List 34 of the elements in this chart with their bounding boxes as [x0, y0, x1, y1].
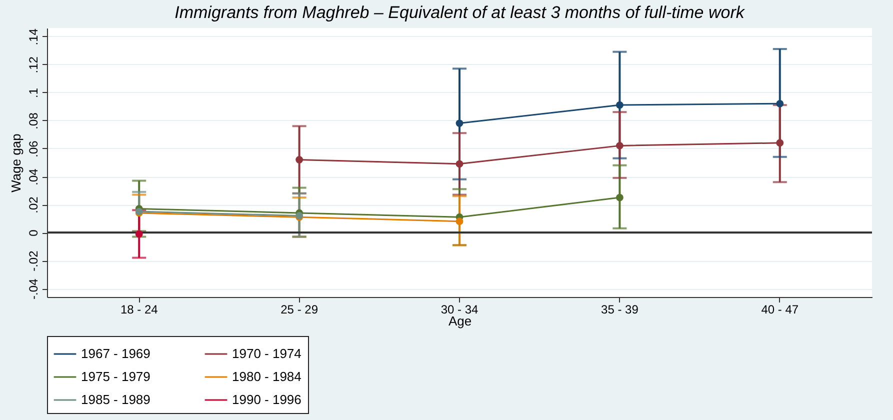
- point: [616, 101, 624, 109]
- legend-label: 1985 - 1989: [81, 392, 150, 407]
- y-tick-label: -.02: [26, 250, 40, 272]
- y-tick-label: .1: [26, 88, 40, 98]
- x-axis-title: Age: [448, 314, 472, 328]
- legend-label: 1970 - 1974: [232, 346, 302, 361]
- legend-label: 1975 - 1979: [81, 369, 150, 384]
- point: [456, 120, 464, 127]
- y-tick-label: .06: [26, 140, 40, 158]
- x-tick-label: 25 - 29: [280, 302, 318, 316]
- y-tick-label: .12: [26, 56, 40, 74]
- point: [135, 230, 143, 238]
- point: [456, 218, 464, 226]
- y-tick-label: 0: [26, 229, 40, 236]
- y-axis-title: Wage gap: [8, 134, 24, 192]
- point: [616, 194, 624, 202]
- x-tick-label: 40 - 47: [761, 302, 799, 316]
- y-tick-label: -.04: [26, 278, 40, 300]
- y-tick-label: .08: [26, 112, 40, 130]
- y-tick-label: .04: [26, 168, 40, 186]
- x-tick-label: 18 - 24: [120, 302, 158, 316]
- point: [776, 139, 784, 147]
- point: [456, 160, 464, 168]
- point: [776, 100, 784, 108]
- legend-label: 1980 - 1984: [232, 369, 302, 384]
- x-tick-label: 30 - 34: [440, 302, 479, 316]
- y-tick-label: .14: [26, 28, 40, 46]
- point: [296, 156, 304, 164]
- y-tick-label: .02: [26, 196, 40, 214]
- legend-label: 1967 - 1969: [81, 346, 150, 361]
- chart-title: Immigrants from Maghreb – Equivalent of at least 3 months of full-time work: [174, 3, 746, 22]
- x-tick-label: 35 - 39: [601, 302, 639, 316]
- point: [616, 142, 624, 150]
- legend-label: 1990 - 1996: [232, 392, 302, 407]
